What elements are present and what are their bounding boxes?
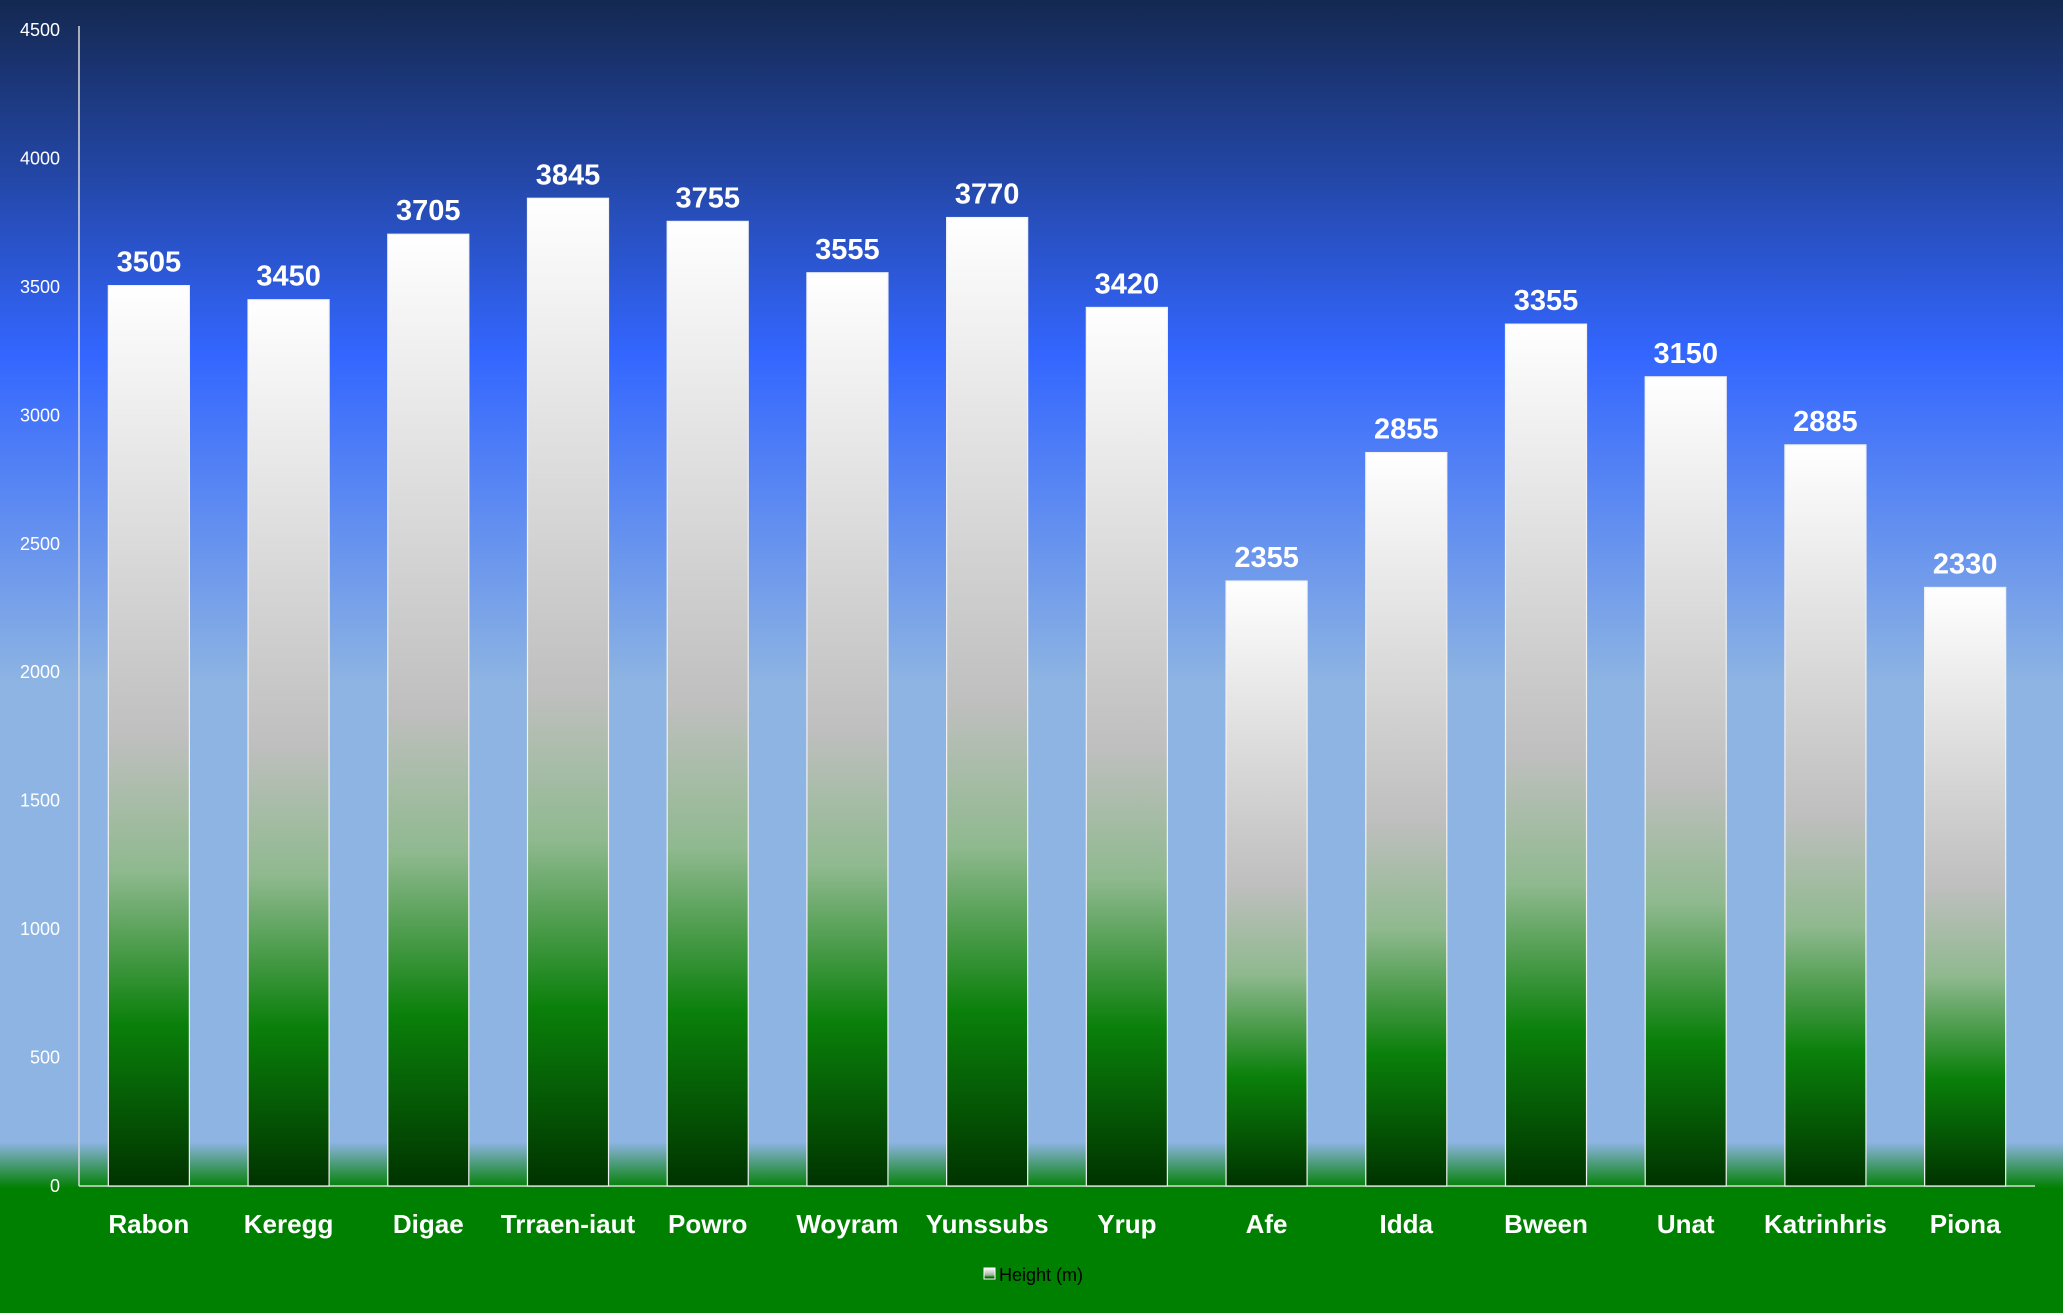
data-label: 3355 [1514,285,1579,317]
bar [526,197,610,1187]
y-tick-label: 2000 [20,662,60,682]
data-label: 3420 [1095,268,1160,300]
x-category-label: Afe [1246,1209,1288,1239]
bar [946,216,1029,1187]
data-label: 2355 [1234,542,1299,574]
x-category-label: Yrup [1097,1209,1156,1239]
data-label: 3845 [536,159,601,191]
y-tick-label: 500 [30,1048,60,1068]
y-tick-label: 4000 [20,148,60,168]
data-labels: 3505 3450 3705 3845 3755 3555 3770 3420 2355 2855… [117,159,1998,580]
bar [1504,323,1588,1187]
bar [107,285,190,1187]
x-category-label: Idda [1380,1209,1434,1239]
bar [1924,586,2007,1187]
x-category-label: Woyram [796,1209,898,1239]
x-category-label: Digae [393,1209,464,1239]
bar [806,272,889,1187]
legend: Height (m) [983,1265,1083,1285]
x-category-label: Keregg [244,1209,334,1239]
legend-swatch [983,1267,996,1280]
bar [1225,580,1308,1187]
data-label: 3755 [675,182,740,214]
bar [666,220,749,1187]
x-category-label: Unat [1657,1209,1715,1239]
y-tick-label: 3500 [20,277,60,297]
x-category-label: Bween [1504,1209,1588,1239]
bar [1784,444,1867,1187]
x-category-label: Powro [668,1209,747,1239]
data-label: 3770 [955,179,1020,211]
bar [1644,376,1727,1187]
bar-series [107,197,2007,1187]
bar [1085,306,1168,1187]
data-label: 3150 [1653,338,1718,370]
x-category-label: Trraen-iaut [501,1209,636,1239]
x-axis-labels: Rabon Keregg Digae Trraen-iaut Powro Woyram Yu… [108,1209,2001,1239]
data-label: 3505 [117,247,182,279]
legend-label: Height (m) [999,1265,1083,1285]
x-category-label: Piona [1930,1209,2001,1239]
x-category-label: Rabon [108,1209,189,1239]
data-label: 3450 [256,261,321,293]
bar [387,233,470,1187]
data-label: 2885 [1793,406,1858,438]
data-label: 2855 [1374,414,1439,446]
x-category-label: Yunssubs [926,1209,1049,1239]
y-tick-label: 0 [50,1176,60,1196]
bar [1365,451,1448,1187]
y-tick-label: 4500 [20,20,60,40]
y-tick-label: 2500 [20,534,60,554]
x-category-label: Katrinhris [1764,1209,1887,1239]
y-tick-label: 1500 [20,791,60,811]
y-axis-ticks: 0 500 1000 1500 2000 2500 3000 3500 4000 4500 [20,20,60,1196]
data-label: 3555 [815,234,880,266]
data-label: 2330 [1933,548,1998,580]
y-tick-label: 1000 [20,919,60,939]
y-tick-label: 3000 [20,405,60,425]
bar [247,299,330,1187]
data-label: 3705 [396,195,461,227]
